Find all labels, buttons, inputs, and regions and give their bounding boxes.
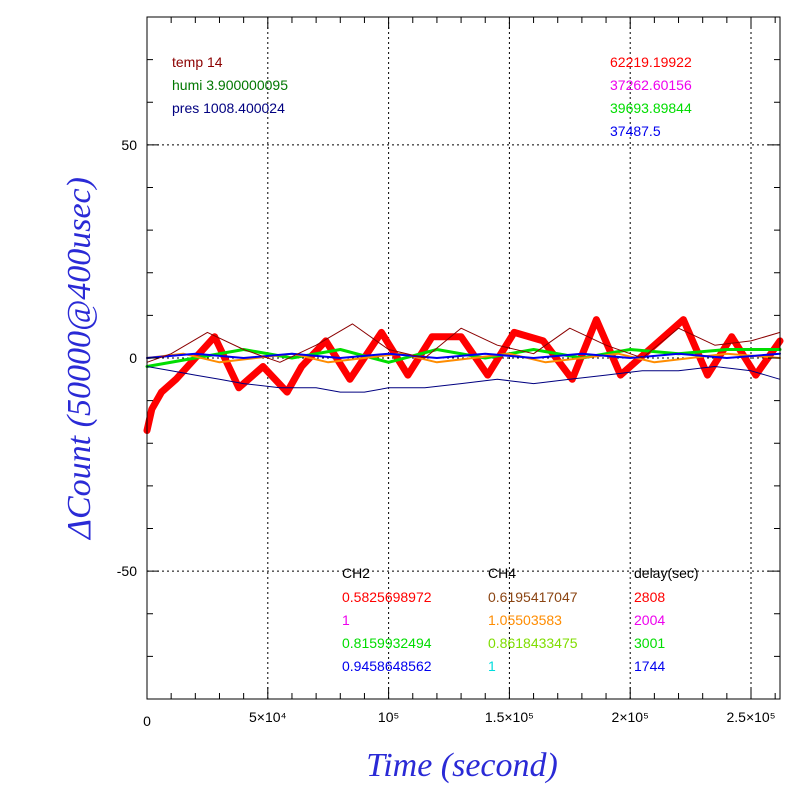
table-cell: 0.8159932494 (342, 635, 432, 651)
tick-labels: 0 5×10⁴ 10⁵ 1.5×10⁵ 2×10⁵ 2.5×10⁵ 50 0 -50 (117, 137, 776, 729)
table-header: CH4 (488, 565, 516, 581)
series-line (146, 352, 781, 359)
table-cell: 0.5825698972 (342, 589, 432, 605)
table-header: delay(sec) (634, 565, 699, 581)
table-cell: 3001 (634, 635, 665, 651)
x-tick-label: 2×10⁵ (612, 709, 649, 725)
table-cell: 0.9458648562 (342, 658, 432, 674)
legend-annotations: temp 14 humi 3.900000095 pres 1008.400024 6… (172, 54, 699, 674)
x-tick-label: 1.5×10⁵ (485, 709, 534, 725)
table-cell: 2004 (634, 612, 665, 628)
x-tick-label: 2.5×10⁵ (726, 709, 775, 725)
series-line (145, 348, 782, 368)
series-line (146, 366, 781, 393)
table-cell: 0.6195417047 (488, 589, 578, 605)
env-label: humi 3.900000095 (172, 77, 288, 93)
table-cell: 2808 (634, 589, 665, 605)
series-line (146, 352, 781, 364)
table-cell: 1.05503583 (488, 612, 562, 628)
axis-ticks (146, 16, 780, 700)
baseline-value: 37262.60156 (610, 77, 692, 93)
y-axis-title: ΔCount (50000@400usec) (61, 177, 98, 541)
x-axis-title: Time (second) (366, 747, 558, 784)
series-line (146, 323, 781, 363)
table-cell: 0.8618433475 (488, 635, 578, 651)
baseline-value: 37487.5 (610, 123, 661, 139)
env-label: temp 14 (172, 54, 223, 70)
env-label: pres 1008.400024 (172, 100, 285, 116)
y-tick-label: 0 (129, 350, 137, 366)
baseline-value: 39693.89844 (610, 100, 692, 116)
table-cell: 1 (488, 658, 496, 674)
y-tick-label: -50 (117, 563, 137, 579)
table-cell: 1744 (634, 658, 665, 674)
baseline-value: 62219.19922 (610, 54, 692, 70)
y-tick-label: 50 (121, 137, 137, 153)
x-tick-label: 0 (143, 713, 151, 729)
data-series (143, 316, 784, 434)
x-tick-label: 10⁵ (378, 709, 399, 725)
table-cell: 1 (342, 612, 350, 628)
x-tick-label: 5×10⁴ (249, 709, 287, 725)
table-header: CH2 (342, 565, 370, 581)
